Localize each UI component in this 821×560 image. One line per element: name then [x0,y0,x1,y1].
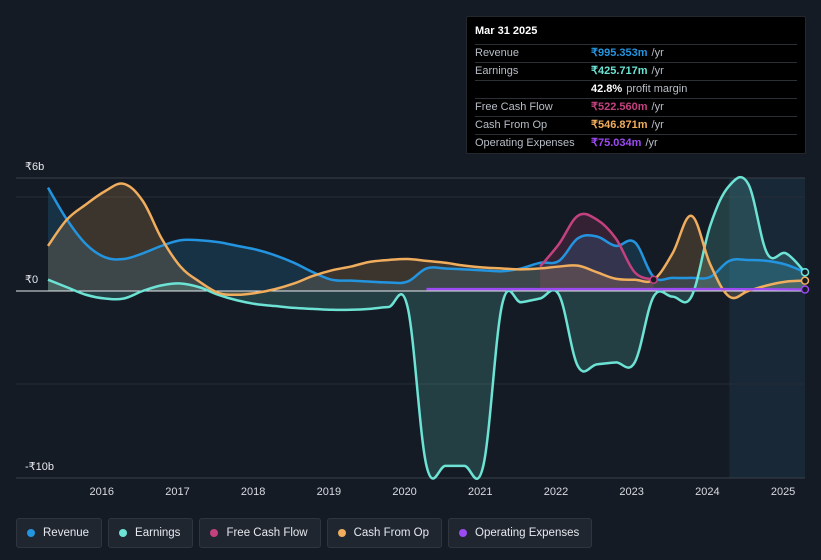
x-axis-labels: 2016 2017 2018 2019 2020 2021 2022 2023 2024 2025 [90,486,796,498]
tooltip-row-unit: /yr [651,101,664,113]
tooltip-row-label: Cash From Op [475,119,548,131]
tooltip-row: Cash From Op ₹546.871m/yr [475,116,797,134]
tooltip-row: Earnings ₹425.717m/yr [475,62,797,80]
tooltip-row-value: ₹546.871m [591,119,648,131]
tooltip-row: Revenue ₹995.353m/yr [475,44,797,62]
endpoint-earnings [800,267,810,277]
tooltip-row-value: ₹522.560m [591,101,648,113]
legend-item-earnings[interactable]: Earnings [108,518,194,548]
legend-item-operating-expenses[interactable]: Operating Expenses [448,518,593,548]
tooltip-row-value: 42.8% [591,83,623,95]
series-endpoints [649,267,810,294]
area-revenue [48,187,805,291]
y-axis-labels: ₹6b ₹0 -₹10b [25,161,54,473]
line-free-cash-flow [539,212,655,281]
tooltip-row-unit: profit margin [626,83,688,95]
x-tick-label: 2020 [392,486,416,498]
tooltip-row: Free Cash Flow ₹522.560m/yr [475,98,797,116]
endpoint-operating-expenses [800,285,810,294]
x-tick-label: 2021 [468,486,492,498]
legend-dot-icon [27,529,35,537]
x-tick-label: 2016 [90,486,114,498]
x-tick-label: 2023 [619,486,643,498]
line-cash-from-op [46,182,806,300]
x-tick-label: 2017 [165,486,189,498]
tooltip-row-label: Free Cash Flow [475,101,553,113]
tooltip-row-unit: /yr [651,47,664,59]
legend-label: Free Cash Flow [226,527,308,539]
x-tick-label: 2022 [544,486,568,498]
legend-item-cash-from-op[interactable]: Cash From Op [326,518,443,548]
tooltip-row-unit: /yr [651,119,664,131]
legend-dot-icon [119,529,128,537]
x-tick-label: 2024 [695,486,719,498]
legend: Revenue Earnings Free Cash Flow Cash From O… [16,518,593,550]
tooltip-date: Mar 31 2025 [475,25,538,37]
legend-label: Operating Expenses [475,527,580,539]
area-free-cash-flow [540,213,654,291]
tooltip-row: Operating Expenses ₹75.034m/yr [475,134,797,152]
legend-dot-icon [210,529,219,537]
legend-item-free-cash-flow[interactable]: Free Cash Flow [199,518,321,548]
endpoint-free-cash-flow [649,275,658,284]
tooltip-row-label [475,81,591,98]
x-tick-label: 2025 [771,486,795,498]
tooltip-row-label: Revenue [475,47,520,59]
tooltip-row-value: ₹995.353m [591,47,648,59]
tooltip-row-value: ₹425.717m [591,65,648,77]
legend-label: Earnings [135,527,181,539]
tooltip-row-unit: /yr [651,65,664,77]
endpoint-cash-from-op [800,276,810,285]
tooltip-panel: Mar 31 2025 Revenue ₹995.353m/yr Earnings ₹… [466,16,806,154]
legend-dot-icon [337,529,346,537]
tooltip-rows: Revenue ₹995.353m/yr Earnings ₹425.717m/yr 4… [475,44,797,152]
x-tick-label: 2018 [241,486,265,498]
tooltip-row-label: Operating Expenses [475,137,575,149]
y-tick-label: -₹10b [25,461,54,473]
tooltip-row-unit: /yr [645,137,658,149]
tooltip-row: 42.8% profit margin [475,80,797,98]
legend-label: Revenue [43,527,90,539]
series-lines [46,175,806,481]
tooltip-row-label: Earnings [475,65,519,77]
x-tick-label: 2019 [317,486,341,498]
y-tick-label: ₹0 [25,274,38,286]
y-tick-label: ₹6b [25,161,44,173]
legend-dot-icon [459,529,468,537]
tooltip-row-value: ₹75.034m [591,137,642,149]
area-earnings [48,177,805,479]
area-cash-from-op [48,183,805,299]
future-shade [729,178,805,478]
line-revenue [46,186,806,285]
legend-label: Cash From Op [353,527,430,539]
line-earnings [47,175,806,481]
legend-item-revenue[interactable]: Revenue [16,518,103,548]
series-areas [48,177,805,479]
